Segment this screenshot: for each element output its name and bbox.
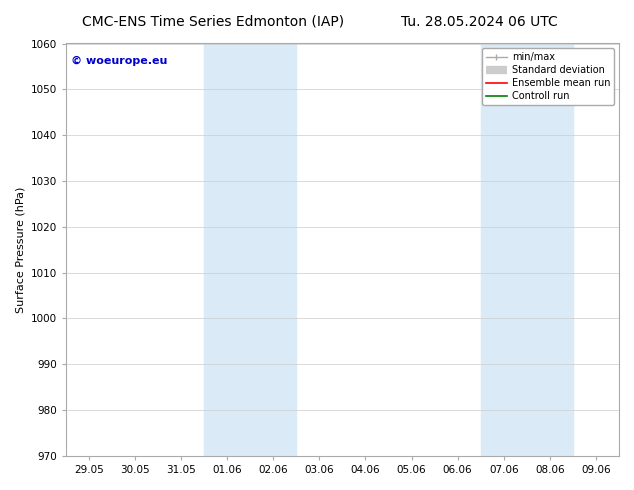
Bar — [481, 44, 573, 456]
Text: Tu. 28.05.2024 06 UTC: Tu. 28.05.2024 06 UTC — [401, 15, 558, 29]
Bar — [204, 44, 296, 456]
Y-axis label: Surface Pressure (hPa): Surface Pressure (hPa) — [15, 187, 25, 313]
Text: CMC-ENS Time Series Edmonton (IAP): CMC-ENS Time Series Edmonton (IAP) — [82, 15, 344, 29]
Legend: min/max, Standard deviation, Ensemble mean run, Controll run: min/max, Standard deviation, Ensemble me… — [482, 49, 614, 105]
Text: © woeurope.eu: © woeurope.eu — [72, 56, 168, 66]
